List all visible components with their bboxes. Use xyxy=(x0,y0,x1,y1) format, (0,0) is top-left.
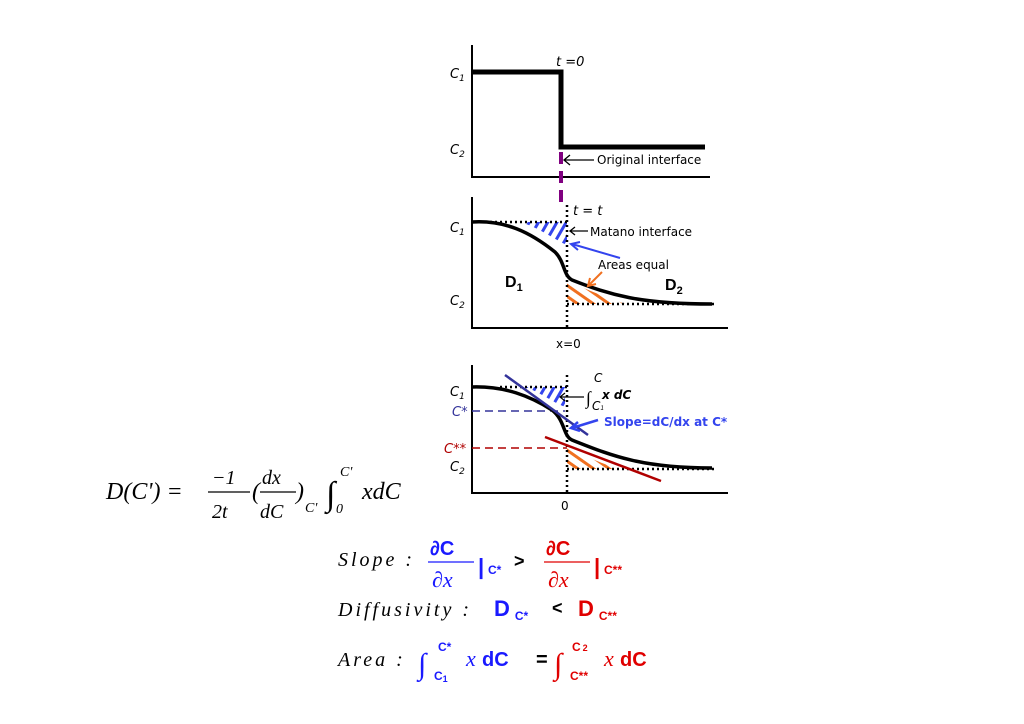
formula-upper: C' xyxy=(340,465,353,480)
orange-hatch-area xyxy=(567,448,620,469)
paren-open: ( xyxy=(252,479,262,505)
orange-hatch-area xyxy=(567,280,625,304)
formula-sub: C' xyxy=(305,501,318,516)
concentration-profile xyxy=(471,385,713,470)
dotted-lines xyxy=(490,205,715,330)
d2-label: D2 xyxy=(665,277,683,297)
equals: = xyxy=(536,649,548,671)
formula-lower: 0 xyxy=(336,502,343,517)
greater-than: > xyxy=(514,551,525,571)
at-cstarstar: C** xyxy=(604,563,622,577)
slope-label: Slope : xyxy=(338,549,415,571)
diffusivity-label: Diffusivity : xyxy=(337,599,472,621)
formula-numerator: −1 xyxy=(212,467,236,489)
matano-interface-label: Matano interface xyxy=(590,225,692,239)
blue-hatch-area xyxy=(520,222,567,245)
at-cstar: C* xyxy=(488,563,502,577)
eval-bar: | xyxy=(594,554,600,579)
zero-label: 0 xyxy=(561,499,569,513)
formula-denominator: 2t xyxy=(212,501,228,523)
c1-label: C1 xyxy=(450,385,465,402)
c2-label: C2 xyxy=(450,143,465,160)
x-red: x xyxy=(603,646,614,671)
formula-tail: xdC xyxy=(361,479,402,505)
eval-bar: | xyxy=(478,554,484,579)
formula-dx: dx xyxy=(262,467,281,489)
x0-label: x=0 xyxy=(556,337,581,351)
diffusivity-equation: Diffusivity : D C* < D C** xyxy=(337,596,617,623)
less-than: < xyxy=(552,598,563,618)
blue-hatch-area xyxy=(525,387,565,407)
integral-lower: C1 xyxy=(592,399,604,413)
dx-blue: ∂x xyxy=(432,567,453,592)
concentration-profile xyxy=(471,220,713,306)
d1-label: D1 xyxy=(505,274,523,294)
arrow xyxy=(559,392,584,402)
area-label: Area : xyxy=(336,649,406,671)
integral-sign: ∫ xyxy=(552,648,564,683)
slope-equation: Slope : ∂C ∂x | C* > ∂C ∂x | C** xyxy=(338,538,622,592)
time-label: t = t xyxy=(573,204,603,219)
lower-cstarstar: C** xyxy=(570,669,588,683)
c1-label: C1 xyxy=(450,67,465,84)
formula-dc: dC xyxy=(260,501,284,523)
dx-red: ∂x xyxy=(548,567,569,592)
x-blue: x xyxy=(465,646,476,671)
paren-close: ) xyxy=(294,479,304,505)
c1-label: C1 xyxy=(450,221,465,238)
formula-lhs: D(C') = xyxy=(105,479,183,505)
upper-cstar: C* xyxy=(438,640,452,654)
orange-arrow xyxy=(586,271,603,288)
blue-arrow xyxy=(568,418,599,433)
axes xyxy=(471,197,728,329)
axes xyxy=(471,365,728,494)
lower-c1: C1 xyxy=(434,669,448,684)
d-cstarstar: D C** xyxy=(578,596,617,623)
arrow xyxy=(562,154,594,166)
axes xyxy=(471,45,710,178)
integral-sign: ∫ xyxy=(416,648,428,683)
integral-label: x dC xyxy=(601,388,632,402)
integral-sign: ∫ xyxy=(585,388,592,409)
c-star-label: C* xyxy=(452,405,468,420)
integral-sign: ∫ xyxy=(324,476,338,515)
c2-label: C2 xyxy=(450,460,465,477)
integral-upper: C xyxy=(594,371,603,385)
dc-blue: dC xyxy=(482,649,509,671)
dc-blue: ∂C xyxy=(430,538,454,560)
diffusivity-formula: D(C') = −1 2t ( dx dC ) C' ∫ C' 0 xdC xyxy=(105,465,402,523)
original-interface-label: Original interface xyxy=(597,153,701,167)
panel-slope: C1 C* C** C2 ∫ C C1 x dC Slope=dC/dx at … xyxy=(444,365,728,513)
step-profile xyxy=(472,69,705,150)
c2-label: C2 xyxy=(450,294,465,311)
c-starstar-label: C** xyxy=(444,442,467,457)
d-cstar: D C* xyxy=(494,596,529,623)
red-tangent xyxy=(544,435,662,483)
time-label: t =0 xyxy=(556,55,584,70)
dc-red: dC xyxy=(620,649,647,671)
blue-arrow xyxy=(568,241,621,259)
areas-equal-label: Areas equal xyxy=(598,258,669,272)
panel-time-t: C1 C2 t = t Matano interface Areas equal… xyxy=(450,197,728,351)
slope-label: Slope=dC/dx at C* xyxy=(604,415,728,429)
dc-red: ∂C xyxy=(546,538,570,560)
panel-initial: C1 C2 t =0 Original interface xyxy=(450,45,710,205)
arrow xyxy=(568,226,588,236)
